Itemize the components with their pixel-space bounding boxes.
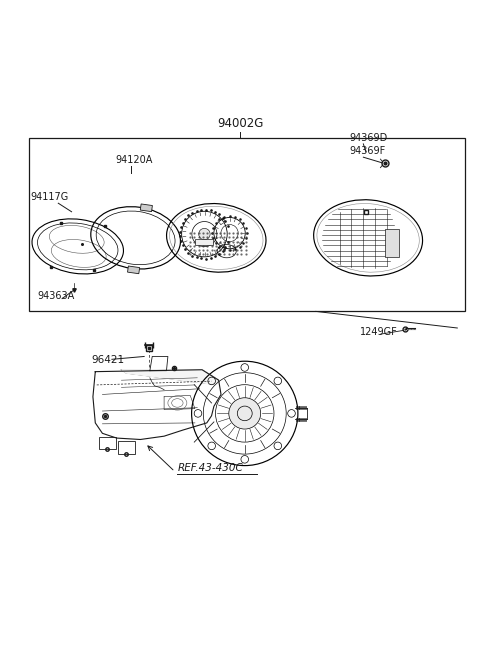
Ellipse shape bbox=[199, 228, 210, 239]
Bar bbox=[118, 441, 135, 454]
Ellipse shape bbox=[229, 398, 261, 429]
Polygon shape bbox=[121, 370, 219, 384]
Bar bbox=[29, 138, 466, 312]
Text: 1249GF: 1249GF bbox=[360, 327, 397, 337]
Text: 96421: 96421 bbox=[92, 356, 125, 365]
Text: E: E bbox=[223, 249, 226, 253]
Bar bbox=[384, 230, 399, 257]
Text: F: F bbox=[232, 249, 234, 253]
Bar bbox=[140, 204, 153, 212]
Text: 94002G: 94002G bbox=[217, 117, 263, 130]
Text: 94369F: 94369F bbox=[349, 146, 385, 156]
Text: 94117G: 94117G bbox=[30, 192, 69, 202]
Text: 94363A: 94363A bbox=[37, 291, 74, 301]
Bar bbox=[128, 266, 140, 274]
Bar bbox=[195, 239, 213, 245]
Text: 94369D: 94369D bbox=[349, 133, 387, 143]
Text: REF.43-430C: REF.43-430C bbox=[178, 462, 243, 473]
Text: 94120A: 94120A bbox=[116, 155, 153, 165]
Bar bbox=[98, 437, 116, 449]
